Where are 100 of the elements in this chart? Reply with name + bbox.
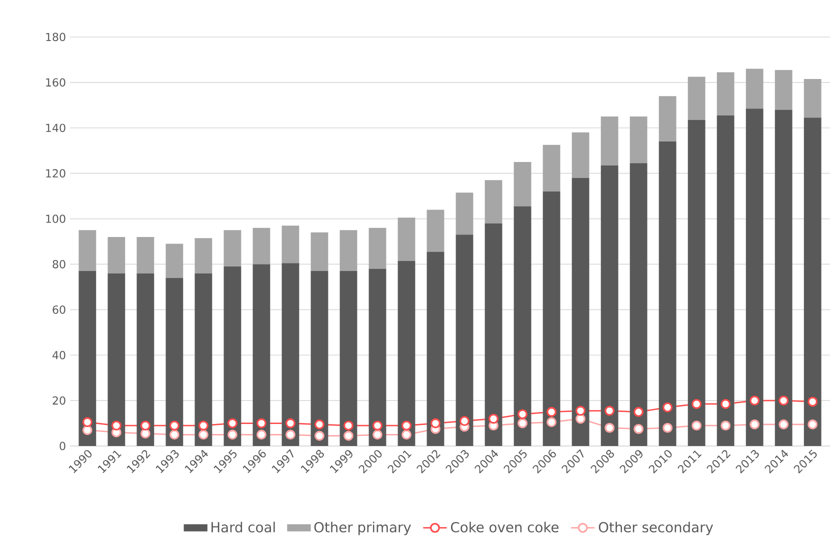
y-tick-label: 0 [60,442,66,450]
point [662,402,673,412]
bar [514,162,532,206]
bar [224,230,242,266]
point [808,396,818,407]
bar [542,144,560,192]
point [662,422,673,433]
point [402,420,412,431]
bar [426,210,444,252]
y-tick-label: 20 [52,396,66,405]
point [82,417,92,428]
point [169,430,180,440]
bar [426,252,444,446]
bar [310,232,328,272]
bar [746,108,764,446]
point [285,430,296,440]
bar [716,72,734,116]
point [546,406,557,417]
point [372,420,382,431]
point [227,430,238,440]
point [750,419,760,430]
bar [282,263,300,446]
point [198,430,208,440]
bar [368,268,386,446]
point [256,418,266,428]
bar [456,192,474,235]
point [778,419,789,430]
point [720,420,731,431]
bar [542,192,560,446]
y-tick-label: 120 [46,169,66,178]
bar [456,234,474,446]
point [169,420,180,431]
point [372,430,382,440]
bar [136,236,154,274]
bar [572,178,590,446]
bar [716,115,734,446]
point [634,424,644,434]
point [692,420,702,431]
bar [658,96,676,142]
point [344,430,354,441]
bar [252,264,270,446]
y-tick-label: 160 [46,78,66,87]
point [546,417,557,428]
bar [514,206,532,446]
point [808,419,818,430]
point [576,414,586,424]
bar [282,226,300,264]
bar [194,238,212,274]
legend-label: Hard coal [212,522,275,532]
y-tick-label: 140 [46,124,66,132]
bar [630,116,648,164]
point [692,398,702,409]
point [344,420,354,431]
y-tick-label: 60 [52,305,66,314]
point [634,406,644,417]
point [604,422,615,433]
point [402,430,412,440]
bar [340,230,358,272]
bar [484,223,502,446]
point [750,396,760,406]
y-tick-label: 40 [52,350,66,360]
point [314,430,324,441]
point [314,419,324,430]
y-tick-label: 100 [46,214,66,223]
point [518,418,528,428]
point [82,425,92,436]
bar [136,273,154,446]
point [285,418,296,428]
point [256,430,266,440]
bar [166,244,184,278]
bar [804,79,822,118]
bar [252,228,270,264]
point [140,420,150,431]
legend-label: Other secondary [598,522,714,536]
point [111,420,122,431]
bar [774,110,792,446]
legend-label: Other primary [314,522,411,536]
point [518,409,528,420]
bar [630,163,648,446]
bar [774,70,792,110]
point [227,418,238,428]
y-tick-label: 80 [52,260,66,268]
bar [310,271,328,446]
point [430,418,440,428]
bar [398,218,416,261]
bar [78,230,96,272]
bar [688,76,706,120]
bar [746,68,764,109]
bar [108,236,126,274]
bar [688,120,706,446]
bar [194,273,212,446]
bar [166,278,184,446]
bar [78,271,96,446]
point [198,420,208,431]
point [576,406,586,416]
bar [340,271,358,446]
point [778,396,789,406]
bar [572,132,590,178]
point [720,398,731,409]
y-tick-label: 180 [46,32,66,42]
